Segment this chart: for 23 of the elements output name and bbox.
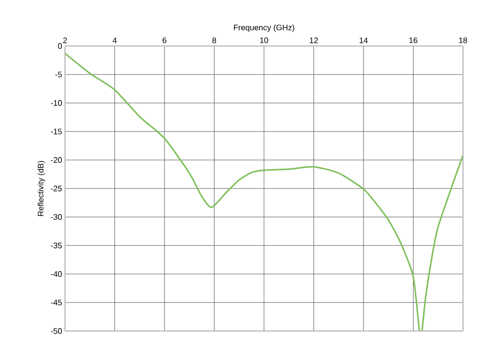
- y-tick-label: -30: [50, 214, 62, 220]
- y-tick-label: 0: [58, 43, 62, 49]
- y-tick-label: -50: [50, 328, 62, 334]
- x-tick-label: 2: [63, 38, 67, 44]
- y-tick-label: -5: [55, 72, 62, 78]
- y-tick-label: -10: [50, 100, 62, 106]
- x-tick-label: 14: [360, 38, 368, 44]
- x-axis-title: Frequency (GHz): [234, 24, 294, 32]
- line-series: [65, 52, 463, 331]
- y-tick-label: -20: [50, 157, 62, 163]
- y-tick-label: -45: [50, 300, 62, 306]
- y-tick-label: -15: [50, 128, 62, 134]
- y-axis-title: Reflectivity (dB): [38, 161, 46, 216]
- y-tick-label: -35: [50, 242, 62, 248]
- x-tick-label: 8: [212, 37, 216, 44]
- y-tick-label: -25: [50, 186, 62, 192]
- x-tick-label: 4: [112, 38, 117, 44]
- x-tick-label: 6: [162, 37, 166, 44]
- x-tick-label: 16: [409, 37, 418, 44]
- x-tick-label: 10: [260, 37, 268, 44]
- y-tick-label: -40: [50, 271, 62, 277]
- x-tick-label: 12: [310, 38, 318, 44]
- x-tick-label: 18: [459, 37, 468, 44]
